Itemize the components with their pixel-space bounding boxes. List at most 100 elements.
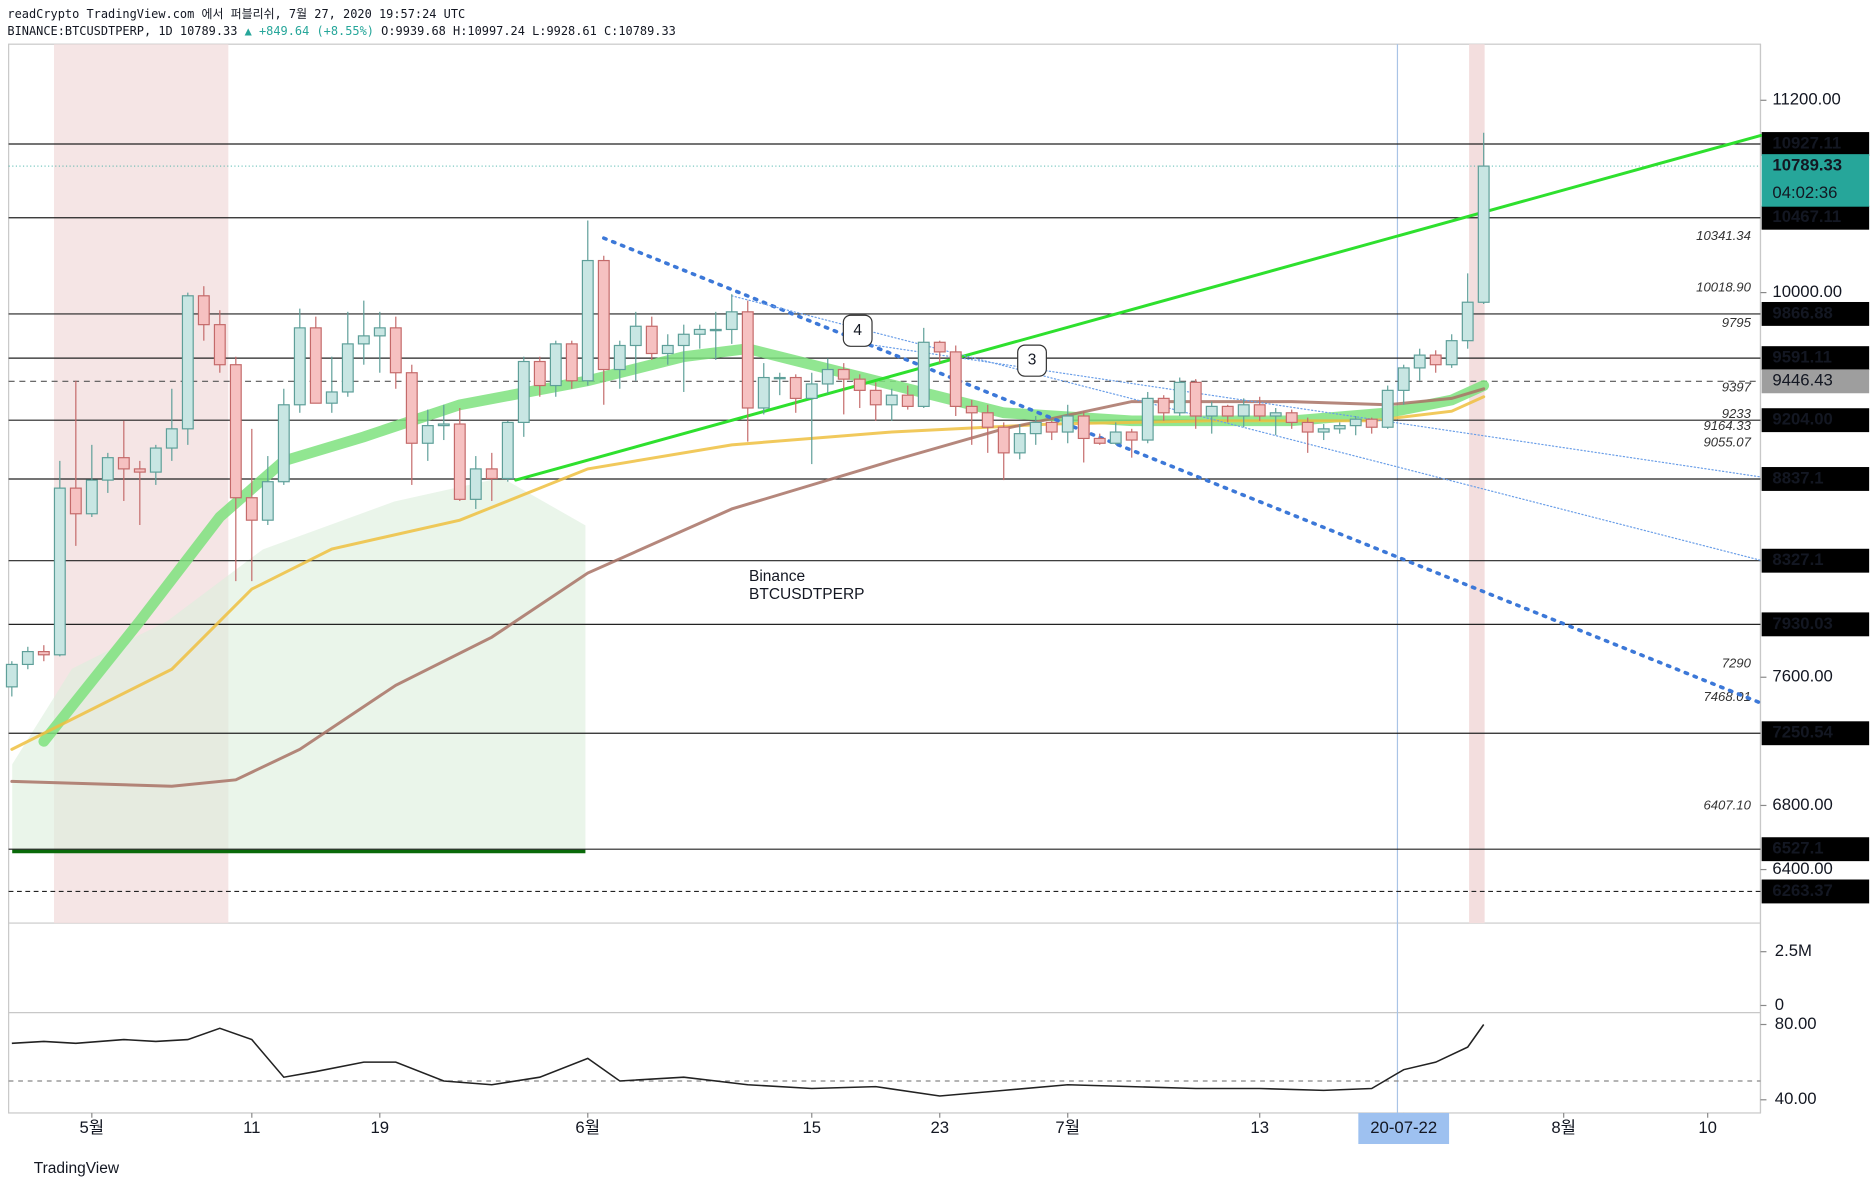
candle-body — [229, 364, 242, 499]
candle-body — [837, 368, 850, 380]
candle-body — [581, 259, 594, 382]
x-tick-label: 13 — [1250, 1118, 1269, 1137]
candle-body — [1381, 389, 1394, 428]
candle-body — [533, 360, 546, 387]
level-note: 10341.34 — [1696, 228, 1751, 243]
price-tag — [1761, 369, 1870, 394]
price-tag-label: 9446.43 — [1772, 371, 1832, 390]
level-note: 6407.10 — [1703, 798, 1751, 813]
candle-body — [949, 351, 962, 407]
candle-body — [1317, 428, 1330, 433]
x-tick-label: 15 — [802, 1118, 821, 1137]
level-note: 9233 — [1722, 406, 1752, 421]
candle-body — [213, 324, 226, 366]
candle-body — [1445, 340, 1458, 366]
candle-body — [1205, 405, 1218, 417]
price-tag — [1761, 205, 1870, 230]
x-tick-label: 11 — [243, 1118, 260, 1137]
candle-body — [373, 327, 386, 337]
candle-body — [85, 479, 98, 515]
candle-body — [293, 327, 306, 406]
candle-body — [1045, 421, 1058, 433]
candle-body — [1413, 354, 1426, 369]
footer: TradingView — [34, 1160, 120, 1177]
price-tag — [1761, 301, 1870, 326]
level-note: 9055.07 — [1703, 435, 1751, 450]
annotation-box — [842, 314, 873, 347]
candle-body — [405, 372, 418, 444]
y-tick-label: 11200.00 — [1772, 90, 1840, 109]
candle-body — [69, 487, 82, 515]
watermark: Binance — [749, 568, 805, 585]
candle-body — [773, 376, 786, 380]
candle-body — [1173, 381, 1186, 414]
candle-body — [885, 394, 898, 406]
candle-body — [325, 391, 338, 404]
x-tick-label: 19 — [371, 1118, 390, 1137]
candle-body — [565, 343, 578, 382]
candle-body — [1125, 431, 1138, 441]
candle-body — [277, 404, 290, 483]
publisher: readCrypto TradingView.com 에서 퍼블리쉬, 7월 2… — [7, 7, 465, 21]
candle-body — [1221, 405, 1234, 417]
candle-body — [1157, 397, 1170, 414]
x-tick-highlight — [1358, 1112, 1450, 1145]
y-tick-label: 0 — [1775, 995, 1784, 1014]
low: L:9928.61 — [532, 24, 597, 38]
candle-body — [709, 328, 722, 332]
level-note: 7290 — [1722, 655, 1752, 670]
candle-body — [1189, 381, 1202, 417]
candle-body — [789, 376, 802, 399]
zone-fill — [12, 477, 586, 852]
candle-body — [309, 327, 322, 404]
candle-body — [853, 378, 866, 391]
price-tag — [1761, 408, 1870, 433]
candle-body — [197, 295, 210, 326]
candle-body — [501, 421, 514, 480]
candle-body — [725, 311, 738, 331]
candle-body — [149, 447, 162, 473]
price-tag-label: 10789.33 — [1772, 156, 1842, 175]
candle-body — [917, 341, 930, 407]
x-tick-label: 20-07-22 — [1370, 1118, 1437, 1137]
trendline — [731, 295, 1762, 561]
price-tag-label: 8327.1 — [1772, 550, 1823, 569]
candle-body — [1093, 437, 1106, 444]
annotation-box — [1017, 344, 1047, 377]
close: C:10789.33 — [604, 24, 676, 38]
price-tag — [1761, 612, 1870, 637]
price-tag — [1761, 837, 1870, 862]
candle-body — [805, 383, 818, 399]
price-tag — [1761, 879, 1870, 904]
x-tick-label: 5월 — [79, 1118, 104, 1137]
open: O:9939.68 — [381, 24, 446, 38]
candle-body — [677, 333, 690, 347]
candle-body — [37, 650, 50, 656]
candle-body — [661, 344, 674, 355]
candle-body — [181, 295, 194, 430]
candle-body — [437, 423, 450, 427]
y-tick-label: 40.00 — [1775, 1089, 1817, 1108]
price-tag-label: 6263.37 — [1772, 881, 1832, 900]
candle-body — [245, 497, 258, 521]
price-tag-label: 10927.11 — [1772, 133, 1841, 152]
candle-body — [101, 457, 114, 481]
candle-body — [901, 394, 914, 407]
candle-body — [629, 325, 642, 347]
annotation: 4 — [853, 322, 862, 339]
plot: 11200.0010000.007600.006800.006400.00109… — [5, 90, 1870, 1145]
high: H:10997.24 — [453, 24, 525, 38]
candle-body — [1269, 412, 1282, 417]
price-tag-label: 7930.03 — [1772, 614, 1832, 633]
candle-body — [5, 663, 18, 688]
candle-body — [741, 311, 754, 409]
price-tag-label: 9866.88 — [1772, 303, 1832, 322]
symbol-line: BINANCE:BTCUSDTPERP, 1D 10789.33 ▲ +849.… — [7, 24, 675, 38]
candle-body — [1365, 418, 1378, 428]
candle-body — [757, 376, 770, 409]
candle-body — [1477, 165, 1490, 303]
candle-body — [1029, 421, 1042, 435]
candle-body — [1333, 425, 1346, 430]
candle-body — [965, 405, 978, 414]
candle-body — [597, 259, 610, 371]
